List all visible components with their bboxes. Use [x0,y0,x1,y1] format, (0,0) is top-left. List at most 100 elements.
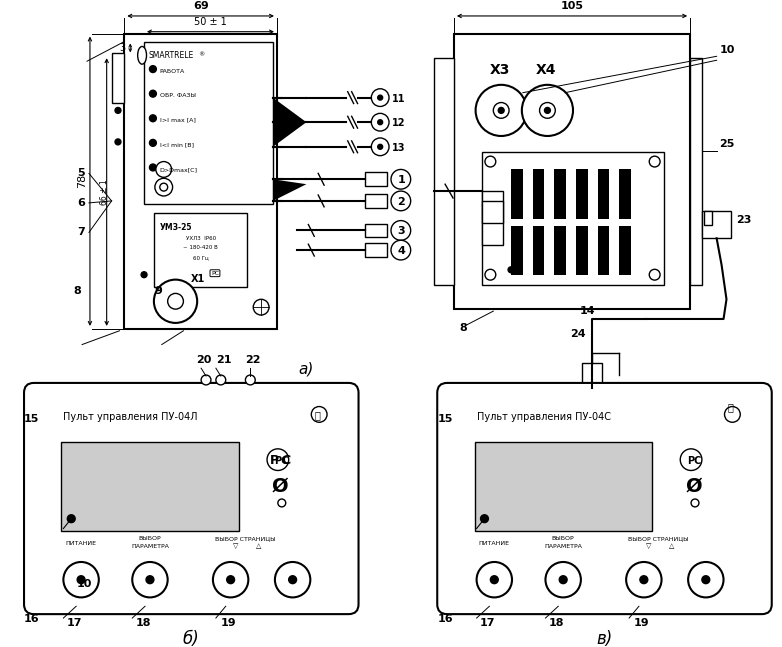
Text: 23: 23 [737,215,752,225]
Text: 16: 16 [437,614,453,624]
Text: Х1: Х1 [192,274,206,283]
Text: РАБОТА: РАБОТА [160,69,185,74]
Circle shape [289,576,296,584]
Circle shape [201,375,211,385]
Circle shape [371,89,389,107]
Bar [702,211,731,238]
Text: 15: 15 [437,414,453,424]
Text: 4: 4 [397,246,405,256]
Text: 25: 25 [719,139,735,149]
Circle shape [480,515,489,523]
Bar [144,41,273,204]
Bar [576,170,588,219]
Circle shape [680,449,702,470]
Text: △: △ [256,543,262,549]
Circle shape [378,95,382,100]
Bar [365,224,387,237]
Bar [482,201,503,223]
Circle shape [311,406,327,422]
Bar [704,211,712,225]
Text: SMARTRELE: SMARTRELE [149,51,194,60]
Text: ▽: ▽ [232,543,238,549]
Text: 78: 78 [77,174,87,188]
Text: ПИТАНИЕ: ПИТАНИЕ [479,542,510,546]
Text: 6: 6 [77,198,85,208]
Circle shape [546,562,581,597]
Circle shape [490,576,498,584]
Text: 10: 10 [719,45,735,56]
Text: Пульт управления ПУ-04С: Пульт управления ПУ-04С [476,412,611,422]
Circle shape [522,85,573,136]
Circle shape [485,269,496,280]
Circle shape [149,139,156,146]
Text: 17: 17 [479,618,495,628]
Circle shape [391,221,411,240]
Text: 18: 18 [548,618,564,628]
Text: ~ 180-420 В: ~ 180-420 В [183,245,218,250]
Bar [586,393,597,415]
Text: РС: РС [274,455,289,466]
FancyBboxPatch shape [24,383,358,614]
Text: ВЫБОР СТРАНИЦЫ: ВЫБОР СТРАНИЦЫ [628,536,689,542]
Circle shape [253,300,269,315]
Text: 9: 9 [154,287,162,296]
Bar [365,172,387,186]
Circle shape [246,375,255,385]
Text: С: С [282,454,291,466]
Text: 105: 105 [561,1,583,11]
Ellipse shape [138,47,146,64]
Bar [554,226,566,275]
Text: УМЗ-25: УМЗ-25 [160,223,192,232]
Circle shape [391,170,411,189]
Text: Х4: Х4 [536,63,556,77]
Text: 5: 5 [77,168,84,179]
Text: 16: 16 [24,614,40,624]
Bar [619,226,631,275]
Circle shape [67,515,75,523]
Text: 15: 15 [24,414,39,424]
Text: ▽: ▽ [646,543,651,549]
Circle shape [267,449,289,470]
Circle shape [540,102,555,118]
Text: Пульт управления ПУ-04Л: Пульт управления ПУ-04Л [63,412,198,422]
Polygon shape [273,179,307,201]
Circle shape [149,65,156,72]
Circle shape [63,562,99,597]
Text: 8: 8 [459,323,467,333]
Text: 10: 10 [77,578,92,589]
Circle shape [371,113,389,131]
Circle shape [508,267,514,273]
Circle shape [275,562,310,597]
Bar [597,226,609,275]
Text: ПАРАМЕТРА: ПАРАМЕТРА [131,544,169,549]
Circle shape [227,576,235,584]
Circle shape [724,406,741,422]
Text: 8: 8 [74,287,81,296]
Circle shape [115,107,121,113]
Text: 69: 69 [192,1,209,11]
Text: 14: 14 [580,306,596,316]
Circle shape [640,576,647,584]
Circle shape [155,179,173,196]
Bar [582,363,601,393]
Text: УХЛ3  IP60: УХЛ3 IP60 [185,236,216,241]
Bar [533,170,544,219]
Bar [154,213,247,287]
Text: 24: 24 [570,329,586,338]
Circle shape [115,139,121,145]
Circle shape [498,107,504,113]
Text: ⏻: ⏻ [314,410,320,421]
Circle shape [132,562,167,597]
Polygon shape [273,98,307,147]
Circle shape [378,120,382,125]
Circle shape [493,102,509,118]
Bar [482,152,663,285]
Bar [434,58,454,285]
Bar [475,442,651,531]
Text: I>I max [A]: I>I max [A] [160,118,196,123]
Circle shape [691,499,699,507]
Bar [454,34,690,309]
Text: ВЫБОР: ВЫБОР [138,536,161,542]
FancyBboxPatch shape [437,383,772,614]
Circle shape [149,115,156,122]
